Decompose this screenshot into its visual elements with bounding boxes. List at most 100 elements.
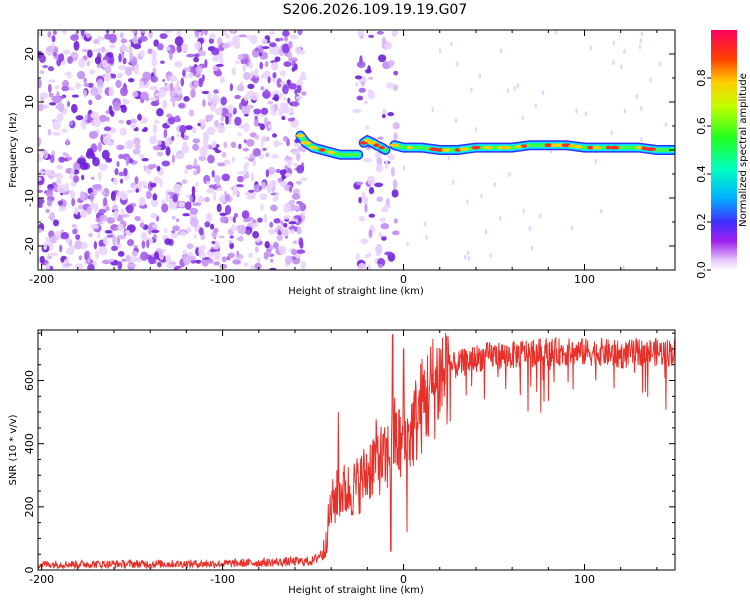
- noise-blob: [272, 72, 277, 79]
- noise-blob: [242, 63, 247, 73]
- trace-hotspot: [434, 148, 445, 152]
- noise-blob: [206, 181, 211, 185]
- noise-blob: [152, 124, 158, 134]
- noise-blob: [179, 231, 187, 237]
- noise-blob: [104, 126, 112, 131]
- noise-blob: [257, 217, 263, 223]
- trace-hotspot: [636, 145, 642, 150]
- colorbar-tick-label: 0.2: [695, 213, 708, 231]
- noise-blob: [162, 79, 166, 82]
- noise-speckle: [466, 199, 469, 205]
- noise-blob: [181, 131, 185, 138]
- noise-blob: [94, 94, 102, 101]
- noise-blob: [111, 245, 118, 251]
- noise-blob: [190, 88, 196, 99]
- noise-blob: [155, 92, 161, 97]
- noise-blob: [151, 224, 158, 228]
- noise-blob: [119, 44, 129, 53]
- noise-blob: [164, 254, 171, 264]
- noise-blob: [93, 38, 99, 45]
- noise-blob: [193, 234, 197, 239]
- noise-blob: [169, 50, 173, 61]
- noise-blob: [258, 45, 264, 54]
- noise-blob: [46, 255, 53, 260]
- noise-speckle: [541, 90, 545, 96]
- noise-blob: [262, 90, 271, 99]
- noise-blob: [259, 193, 268, 199]
- noise-blob: [171, 135, 175, 141]
- colorbar-ticks: 0.0 0.2 0.4 0.6 0.8: [695, 69, 711, 279]
- noise-blob: [147, 164, 155, 170]
- spectrogram-x-tick-label: 100: [574, 273, 595, 286]
- noise-speckle: [570, 225, 573, 231]
- noise-blob: [195, 259, 202, 264]
- noise-blob: [246, 195, 255, 200]
- snr-x-ticks: -200 -100 0 100: [29, 330, 658, 586]
- trace-hotspot: [373, 143, 380, 147]
- noise-blob: [105, 157, 113, 163]
- spectrogram-x-tick-label: 0: [400, 273, 407, 286]
- noise-blob: [243, 72, 251, 81]
- noise-blob: [102, 197, 108, 207]
- noise-blob: [87, 263, 95, 270]
- noise-blob: [75, 115, 84, 121]
- trace-hotspot: [378, 145, 385, 150]
- noise-blob: [87, 49, 93, 58]
- noise-blob: [69, 120, 74, 126]
- noise-blob: [289, 106, 294, 114]
- noise-speckle: [638, 44, 642, 50]
- noise-blob: [384, 251, 394, 256]
- noise-speckle: [464, 254, 467, 260]
- snr-frame: [37, 329, 676, 571]
- noise-blob: [116, 191, 123, 199]
- noise-blob: [180, 77, 185, 87]
- noise-blob: [127, 239, 134, 247]
- noise-blob: [219, 212, 227, 216]
- noise-blob: [284, 156, 293, 160]
- noise-blob: [212, 94, 217, 99]
- noise-blob: [137, 113, 142, 121]
- noise-blob: [248, 62, 254, 70]
- noise-blob: [38, 31, 42, 37]
- noise-blob: [386, 82, 395, 89]
- noise-blob: [241, 210, 250, 219]
- noise-blob: [292, 188, 300, 196]
- noise-blob: [149, 97, 158, 101]
- noise-blob: [90, 223, 99, 230]
- noise-blob: [116, 144, 125, 150]
- noise-blob: [101, 59, 108, 69]
- noise-blob: [247, 83, 255, 89]
- noise-blob: [101, 149, 110, 160]
- noise-blob: [252, 231, 259, 239]
- noise-blob: [292, 163, 299, 167]
- noise-blob: [166, 46, 171, 51]
- noise-blob: [81, 48, 90, 53]
- noise-blob: [172, 97, 176, 108]
- noise-blob: [283, 61, 292, 67]
- noise-blob: [105, 206, 110, 211]
- noise-blob: [132, 91, 139, 98]
- noise-blob: [222, 30, 227, 35]
- noise-blob: [231, 192, 240, 196]
- noise-blob: [162, 248, 166, 253]
- noise-speckle: [530, 245, 534, 251]
- noise-blob: [121, 258, 127, 262]
- trace-hotspot: [515, 145, 522, 149]
- noise-blob: [165, 146, 171, 157]
- noise-blob: [238, 124, 245, 129]
- noise-blob: [85, 32, 91, 39]
- noise-blob: [53, 96, 62, 104]
- noise-blob: [143, 127, 149, 132]
- noise-speckle: [622, 265, 625, 270]
- snr-y-ticks: 0 200 400 600: [23, 332, 675, 574]
- noise-blob: [88, 131, 98, 139]
- snr-x-tick-label: -200: [29, 573, 54, 586]
- noise-speckle: [466, 250, 470, 256]
- noise-speckle: [534, 103, 537, 109]
- noise-blob: [193, 158, 197, 168]
- noise-blob: [357, 262, 367, 270]
- noise-blob: [62, 152, 67, 157]
- trace-hotspot: [471, 145, 481, 150]
- noise-blob: [291, 67, 296, 72]
- noise-blob: [74, 82, 81, 90]
